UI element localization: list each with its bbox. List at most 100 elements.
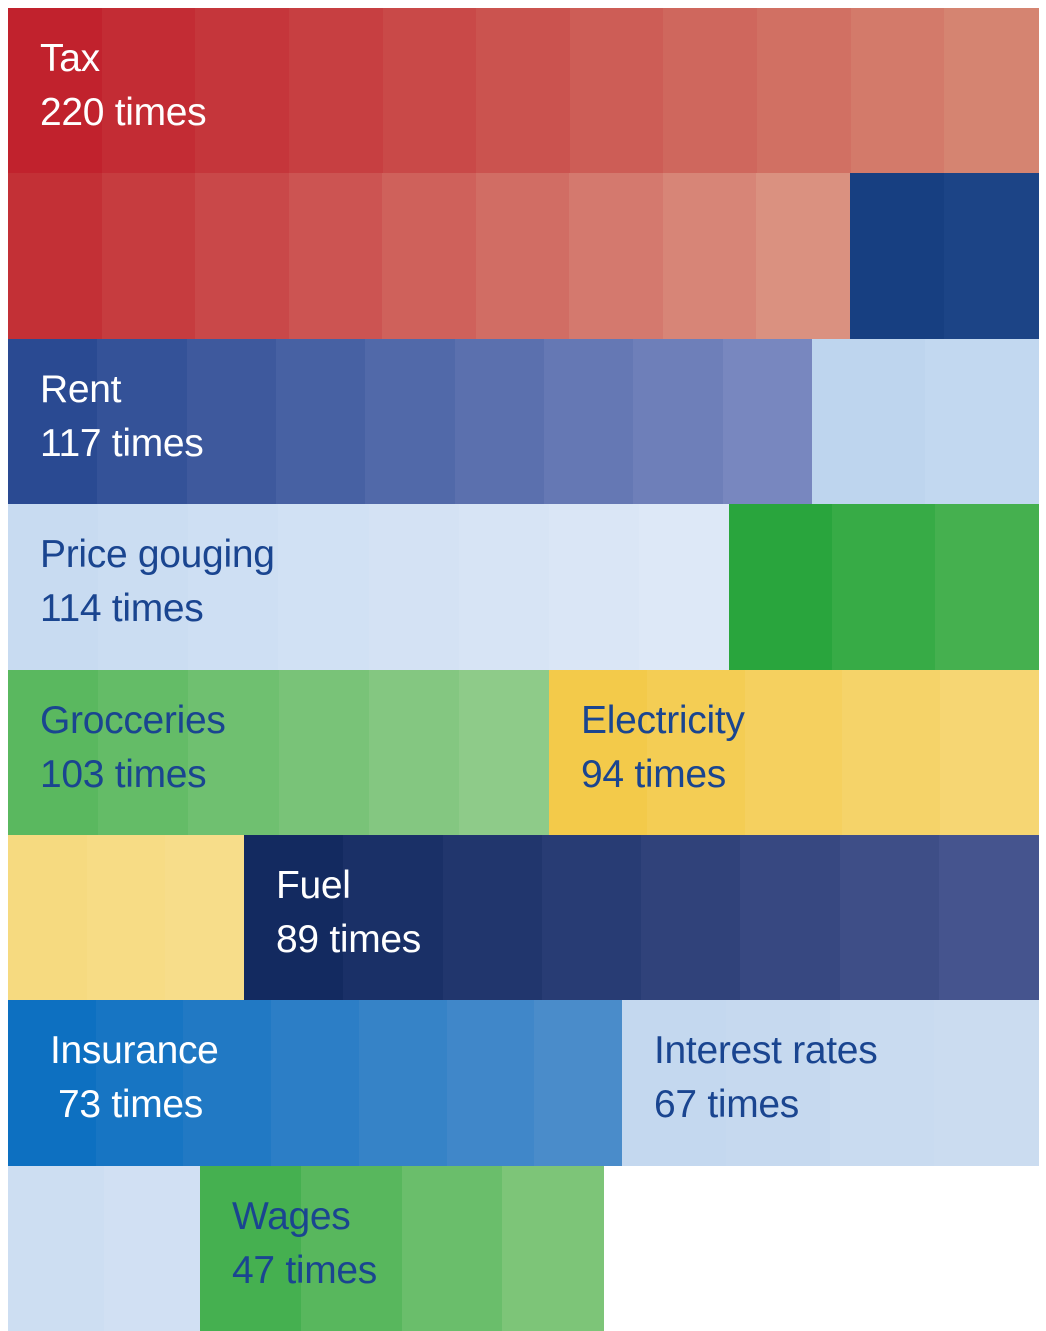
waffle-cell-rent bbox=[850, 173, 945, 340]
waffle-cell-electricity bbox=[646, 669, 746, 836]
waffle-cell-grocceries bbox=[98, 669, 190, 836]
waffle-cell-price-gouging bbox=[368, 504, 460, 671]
waffle-cell-interest-rates bbox=[726, 1000, 831, 1167]
category-label-tax: Tax 220 times bbox=[40, 32, 207, 140]
waffle-cell-fuel bbox=[740, 834, 841, 1001]
waffle-cell-interest-rates bbox=[104, 1165, 201, 1331]
waffle-cell-rent bbox=[944, 173, 1039, 340]
category-label-electricity: Electricity 94 times bbox=[581, 694, 745, 802]
waffle-cell-grocceries bbox=[188, 669, 280, 836]
waffle-cell-electricity bbox=[744, 669, 844, 836]
category-times: 114 times bbox=[40, 587, 204, 631]
category-name: Price gouging bbox=[40, 533, 275, 577]
waffle-cell-insurance bbox=[183, 1000, 272, 1167]
category-times: 67 times bbox=[654, 1083, 799, 1127]
waffle-cell-price-gouging bbox=[98, 504, 190, 671]
waffle-cell-fuel bbox=[541, 834, 642, 1001]
waffle-cell-tax bbox=[757, 8, 852, 174]
waffle-cell-price-gouging bbox=[188, 504, 280, 671]
waffle-cell-wages bbox=[200, 1165, 302, 1331]
category-label-insurance: Insurance 73 times bbox=[50, 1024, 219, 1132]
waffle-cell-interest-rates bbox=[622, 1000, 727, 1167]
category-label-wages: Wages 47 times bbox=[232, 1190, 377, 1298]
waffle-cell-electricity bbox=[940, 669, 1039, 836]
category-name: Interest rates bbox=[654, 1029, 878, 1073]
category-name: Fuel bbox=[276, 863, 351, 907]
waffle-cell-grocceries bbox=[935, 504, 1039, 671]
waffle-cell-rent bbox=[97, 338, 188, 505]
category-name: Insurance bbox=[50, 1029, 219, 1073]
waffle-cell-tax bbox=[195, 173, 290, 340]
waffle-cell-electricity bbox=[842, 669, 941, 836]
waffle-cell-tax bbox=[944, 8, 1039, 174]
waffle-cell-price-gouging bbox=[8, 504, 99, 671]
waffle-cell-tax bbox=[663, 8, 758, 174]
waffle-cell-insurance bbox=[8, 1000, 97, 1167]
waffle-cell-rent bbox=[454, 338, 545, 505]
waffle-cell-tax bbox=[382, 8, 477, 174]
waffle-cell-tax bbox=[288, 173, 383, 340]
category-times: 94 times bbox=[581, 752, 726, 796]
waffle-cell-rent bbox=[722, 338, 813, 505]
waffle-cell-insurance bbox=[534, 1000, 623, 1167]
category-name: Electricity bbox=[581, 698, 745, 742]
waffle-cell-rent bbox=[544, 338, 635, 505]
waffle-cell-insurance bbox=[271, 1000, 360, 1167]
waffle-cell-tax bbox=[8, 173, 103, 340]
waffle-cell-insurance bbox=[446, 1000, 536, 1167]
waffle-cell-tax bbox=[662, 173, 758, 340]
waffle-cell-fuel bbox=[244, 834, 345, 1001]
waffle-cell-price-gouging bbox=[925, 338, 1039, 505]
category-label-interest-rates: Interest rates 67 times bbox=[654, 1024, 878, 1132]
waffle-cell-price-gouging bbox=[812, 338, 926, 505]
category-name: Wages bbox=[232, 1194, 351, 1238]
waffle-cell-tax bbox=[475, 173, 571, 340]
waffle-cell-insurance bbox=[358, 1000, 448, 1167]
waffle-cell-interest-rates bbox=[934, 1000, 1039, 1167]
category-name: Tax bbox=[40, 37, 100, 80]
waffle-cell-tax bbox=[101, 8, 197, 174]
waffle-cell-rent bbox=[8, 338, 99, 505]
waffle-cell-electricity bbox=[8, 834, 88, 1001]
waffle-cell-tax bbox=[569, 8, 665, 174]
waffle-cell-grocceries bbox=[278, 669, 370, 836]
waffle-cell-rent bbox=[186, 338, 277, 505]
waffle-cell-electricity bbox=[165, 834, 245, 1001]
waffle-cell-fuel bbox=[343, 834, 444, 1001]
waffle-cell-insurance bbox=[95, 1000, 185, 1167]
waffle-cell-grocceries bbox=[458, 669, 550, 836]
waffle-cell-wages bbox=[300, 1165, 403, 1331]
category-times: 220 times bbox=[40, 91, 207, 134]
category-times: 117 times bbox=[40, 421, 204, 465]
waffle-cell-wages bbox=[502, 1165, 604, 1331]
waffle-cell-interest-rates bbox=[8, 1165, 105, 1331]
waffle-cell-tax bbox=[382, 173, 477, 340]
waffle-cell-grocceries bbox=[832, 504, 936, 671]
category-label-fuel: Fuel 89 times bbox=[276, 859, 421, 967]
waffle-cell-tax bbox=[101, 173, 196, 340]
category-name: Grocceries bbox=[40, 698, 226, 742]
waffle-cell-tax bbox=[850, 8, 946, 174]
waffle-cell-rent bbox=[633, 338, 724, 505]
waffle-cell-tax bbox=[476, 8, 571, 174]
waffle-cell-rent bbox=[365, 338, 456, 505]
waffle-cell-grocceries bbox=[729, 504, 833, 671]
waffle-cell-tax bbox=[288, 8, 384, 174]
category-times: 73 times bbox=[58, 1083, 203, 1127]
waffle-cell-price-gouging bbox=[458, 504, 550, 671]
category-label-grocceries: Grocceries 103 times bbox=[40, 694, 226, 802]
waffle-cell-price-gouging bbox=[278, 504, 370, 671]
category-label-rent: Rent 117 times bbox=[40, 363, 204, 471]
waffle-cell-tax bbox=[569, 173, 664, 340]
category-times: 47 times bbox=[232, 1248, 377, 1292]
waffle-cell-price-gouging bbox=[638, 504, 730, 671]
waffle-cell-price-gouging bbox=[548, 504, 640, 671]
waffle-cell-wages bbox=[401, 1165, 504, 1331]
category-times: 89 times bbox=[276, 917, 421, 961]
waffle-cell-tax bbox=[195, 8, 290, 174]
waffle-cell-grocceries bbox=[8, 669, 99, 836]
category-times: 103 times bbox=[40, 752, 207, 796]
waffle-cell-tax bbox=[756, 173, 851, 340]
waffle-cell-electricity bbox=[549, 669, 648, 836]
